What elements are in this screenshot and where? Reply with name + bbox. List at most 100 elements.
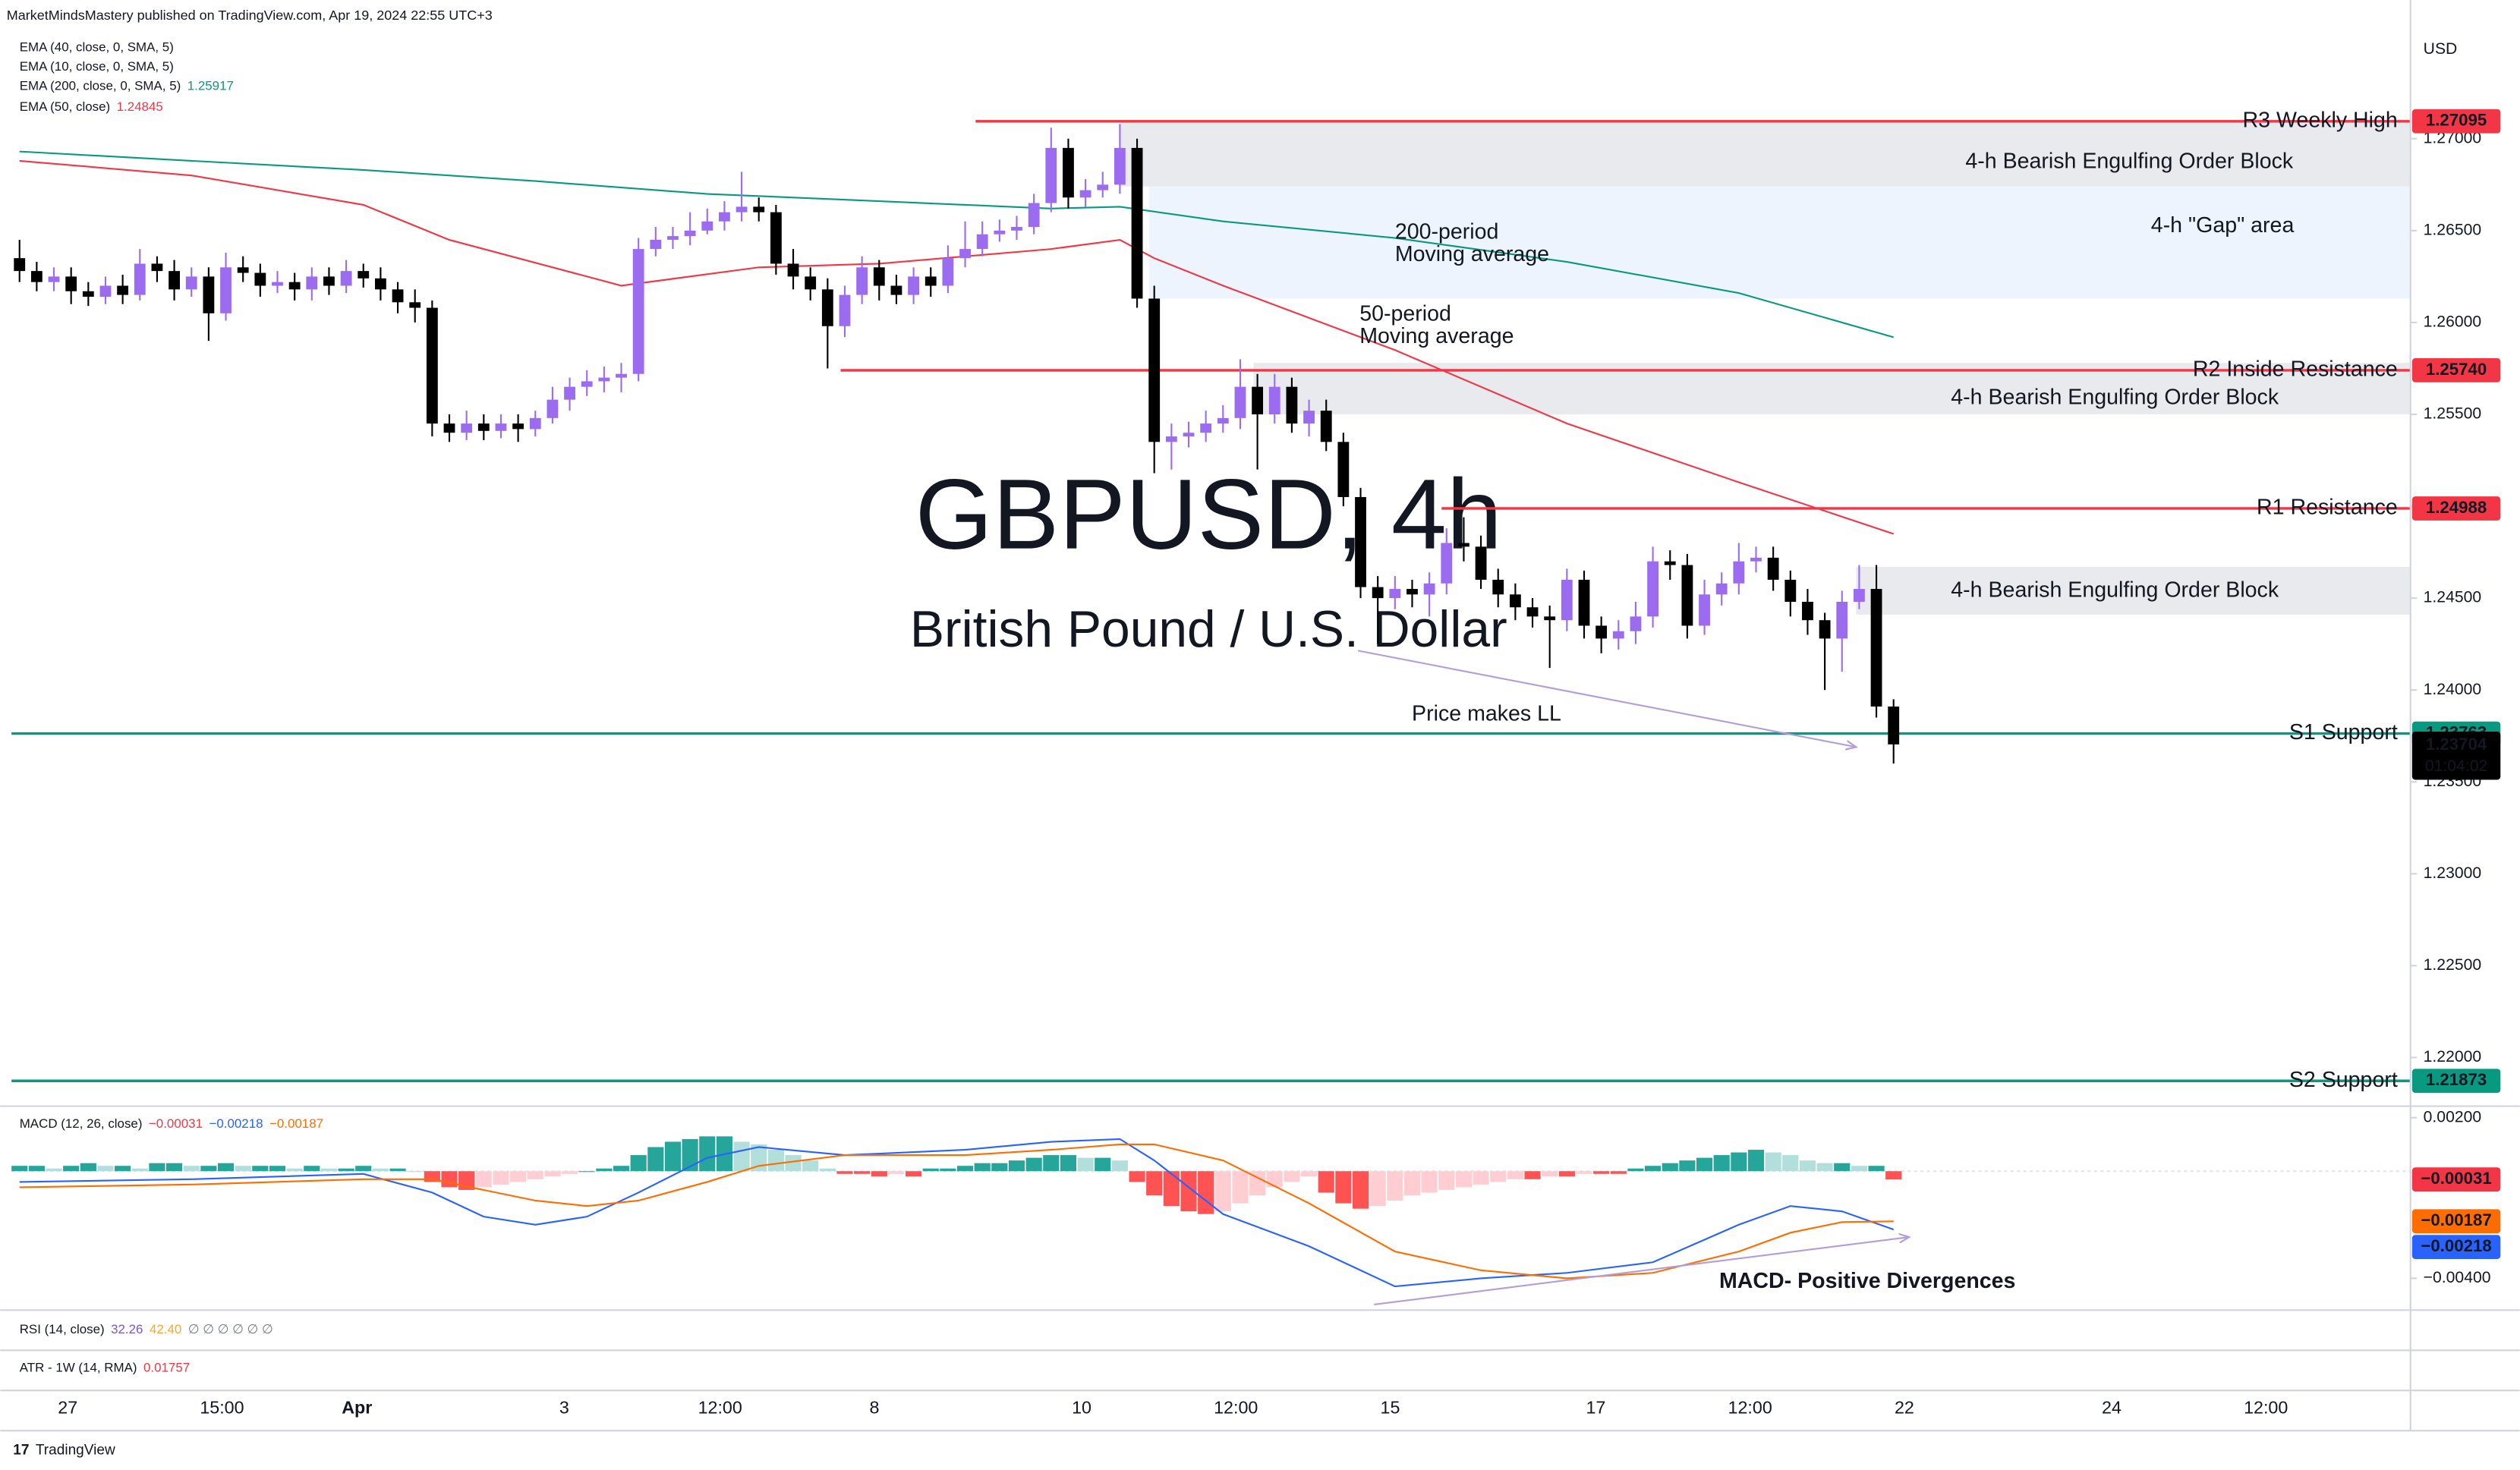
- histogram-bar: [561, 1171, 578, 1174]
- candle-body: [616, 373, 627, 378]
- candle-body: [1441, 543, 1453, 584]
- last-price-label: 1.23704: [2426, 735, 2487, 754]
- histogram-bar: [183, 1166, 200, 1172]
- histogram-bar: [1507, 1171, 1523, 1179]
- candle-body: [1372, 587, 1384, 599]
- histogram-bar: [441, 1171, 458, 1188]
- histogram-bar: [80, 1163, 96, 1172]
- histogram-bar: [854, 1171, 871, 1174]
- candle: [650, 227, 662, 257]
- annotation: MACD- Positive Divergences: [1719, 1269, 2015, 1293]
- histogram-bar: [510, 1171, 527, 1182]
- indicator-legend: EMA (200, close, 0, SMA, 5) 1.25917: [20, 79, 234, 93]
- candle-body: [684, 230, 696, 237]
- x-tick-label: 15: [1381, 1398, 1400, 1418]
- candle: [1079, 179, 1091, 207]
- histogram-bar: [767, 1150, 784, 1172]
- candle: [942, 245, 954, 294]
- watermark-title: GBPUSD, 4h: [915, 458, 1502, 570]
- candle-body: [323, 276, 335, 286]
- candle: [1681, 554, 1693, 639]
- candle: [1252, 373, 1264, 470]
- candle: [306, 267, 318, 301]
- histogram-bar: [1679, 1160, 1696, 1172]
- candle-body: [1028, 203, 1040, 228]
- level-price-label: 1.21873: [2426, 1070, 2487, 1089]
- candle: [374, 267, 386, 301]
- histogram-bar: [115, 1166, 131, 1172]
- candle: [1784, 570, 1797, 617]
- candle-body: [203, 276, 215, 313]
- histogram-bar: [974, 1163, 991, 1172]
- candle-body: [134, 263, 146, 295]
- candle: [14, 239, 26, 282]
- moving-average-label: Moving average: [1395, 242, 1549, 266]
- candle: [1183, 421, 1195, 448]
- candle-body: [30, 271, 43, 282]
- candle: [409, 289, 421, 323]
- candle-body: [461, 423, 473, 433]
- candle: [169, 260, 180, 301]
- histogram-bar: [647, 1147, 664, 1172]
- candle: [925, 267, 937, 297]
- histogram-bar: [63, 1166, 80, 1172]
- candle-body: [1750, 557, 1762, 562]
- histogram-bar: [1868, 1166, 1885, 1172]
- histogram-bar: [1662, 1163, 1678, 1172]
- x-tick-label: 12:00: [1214, 1398, 1258, 1418]
- candle: [443, 414, 455, 442]
- candle-body: [1423, 583, 1435, 595]
- candle: [873, 260, 885, 301]
- candle-body: [1715, 583, 1728, 595]
- candle-body: [1870, 589, 1882, 707]
- y-tick-label: 1.24000: [2424, 681, 2481, 698]
- order-block-zone: [1148, 186, 2411, 299]
- histogram-bar: [596, 1168, 613, 1172]
- histogram-bar: [1335, 1171, 1352, 1204]
- histogram-bar: [320, 1168, 338, 1172]
- level-label: R1 Resistance: [2257, 496, 2398, 520]
- candle: [1715, 572, 1728, 606]
- candle-body: [1699, 594, 1710, 626]
- candle-body: [443, 423, 455, 433]
- indicator-value-label: −0.00031: [2421, 1169, 2491, 1188]
- candle: [1699, 579, 1710, 635]
- legend-value: ∅ ∅ ∅ ∅ ∅ ∅: [188, 1322, 273, 1336]
- candle: [856, 256, 868, 304]
- candle: [1578, 570, 1590, 639]
- candle: [1475, 535, 1487, 590]
- candle-body: [1526, 607, 1539, 617]
- candle: [632, 238, 644, 382]
- candle: [787, 249, 799, 290]
- histogram-bar: [1455, 1171, 1473, 1188]
- histogram-bar: [1129, 1171, 1145, 1182]
- histogram-bar: [751, 1144, 767, 1172]
- legend-text: EMA (10, close, 0, SMA, 5): [20, 59, 174, 74]
- candle: [1028, 194, 1040, 235]
- histogram-bar: [1403, 1171, 1421, 1196]
- candle-body: [1337, 442, 1350, 497]
- histogram-bar: [338, 1168, 354, 1172]
- annotation: Price makes LL: [1412, 702, 1561, 726]
- histogram-bar: [286, 1168, 303, 1172]
- y-tick-label: 1.23000: [2424, 864, 2481, 882]
- candle-body: [839, 294, 851, 326]
- histogram-bar: [1765, 1152, 1781, 1172]
- candle-body: [1888, 707, 1900, 744]
- level-price-label: 1.25740: [2426, 360, 2487, 379]
- histogram-bar: [1163, 1171, 1180, 1207]
- candle: [1441, 528, 1453, 595]
- candle-body: [1767, 557, 1779, 580]
- candle: [736, 172, 748, 222]
- candle: [770, 204, 782, 275]
- candle: [1561, 568, 1573, 631]
- candle: [1595, 616, 1608, 653]
- candle-body: [1131, 147, 1143, 299]
- candle-body: [288, 282, 301, 290]
- order-block-zone: [1120, 121, 2411, 187]
- histogram-bar: [1593, 1171, 1610, 1174]
- histogram-bar: [1610, 1171, 1627, 1174]
- x-tick-label: 15:00: [200, 1398, 244, 1418]
- x-tick-label: 12:00: [1728, 1398, 1772, 1418]
- y-tick-label: 1.22500: [2424, 956, 2481, 974]
